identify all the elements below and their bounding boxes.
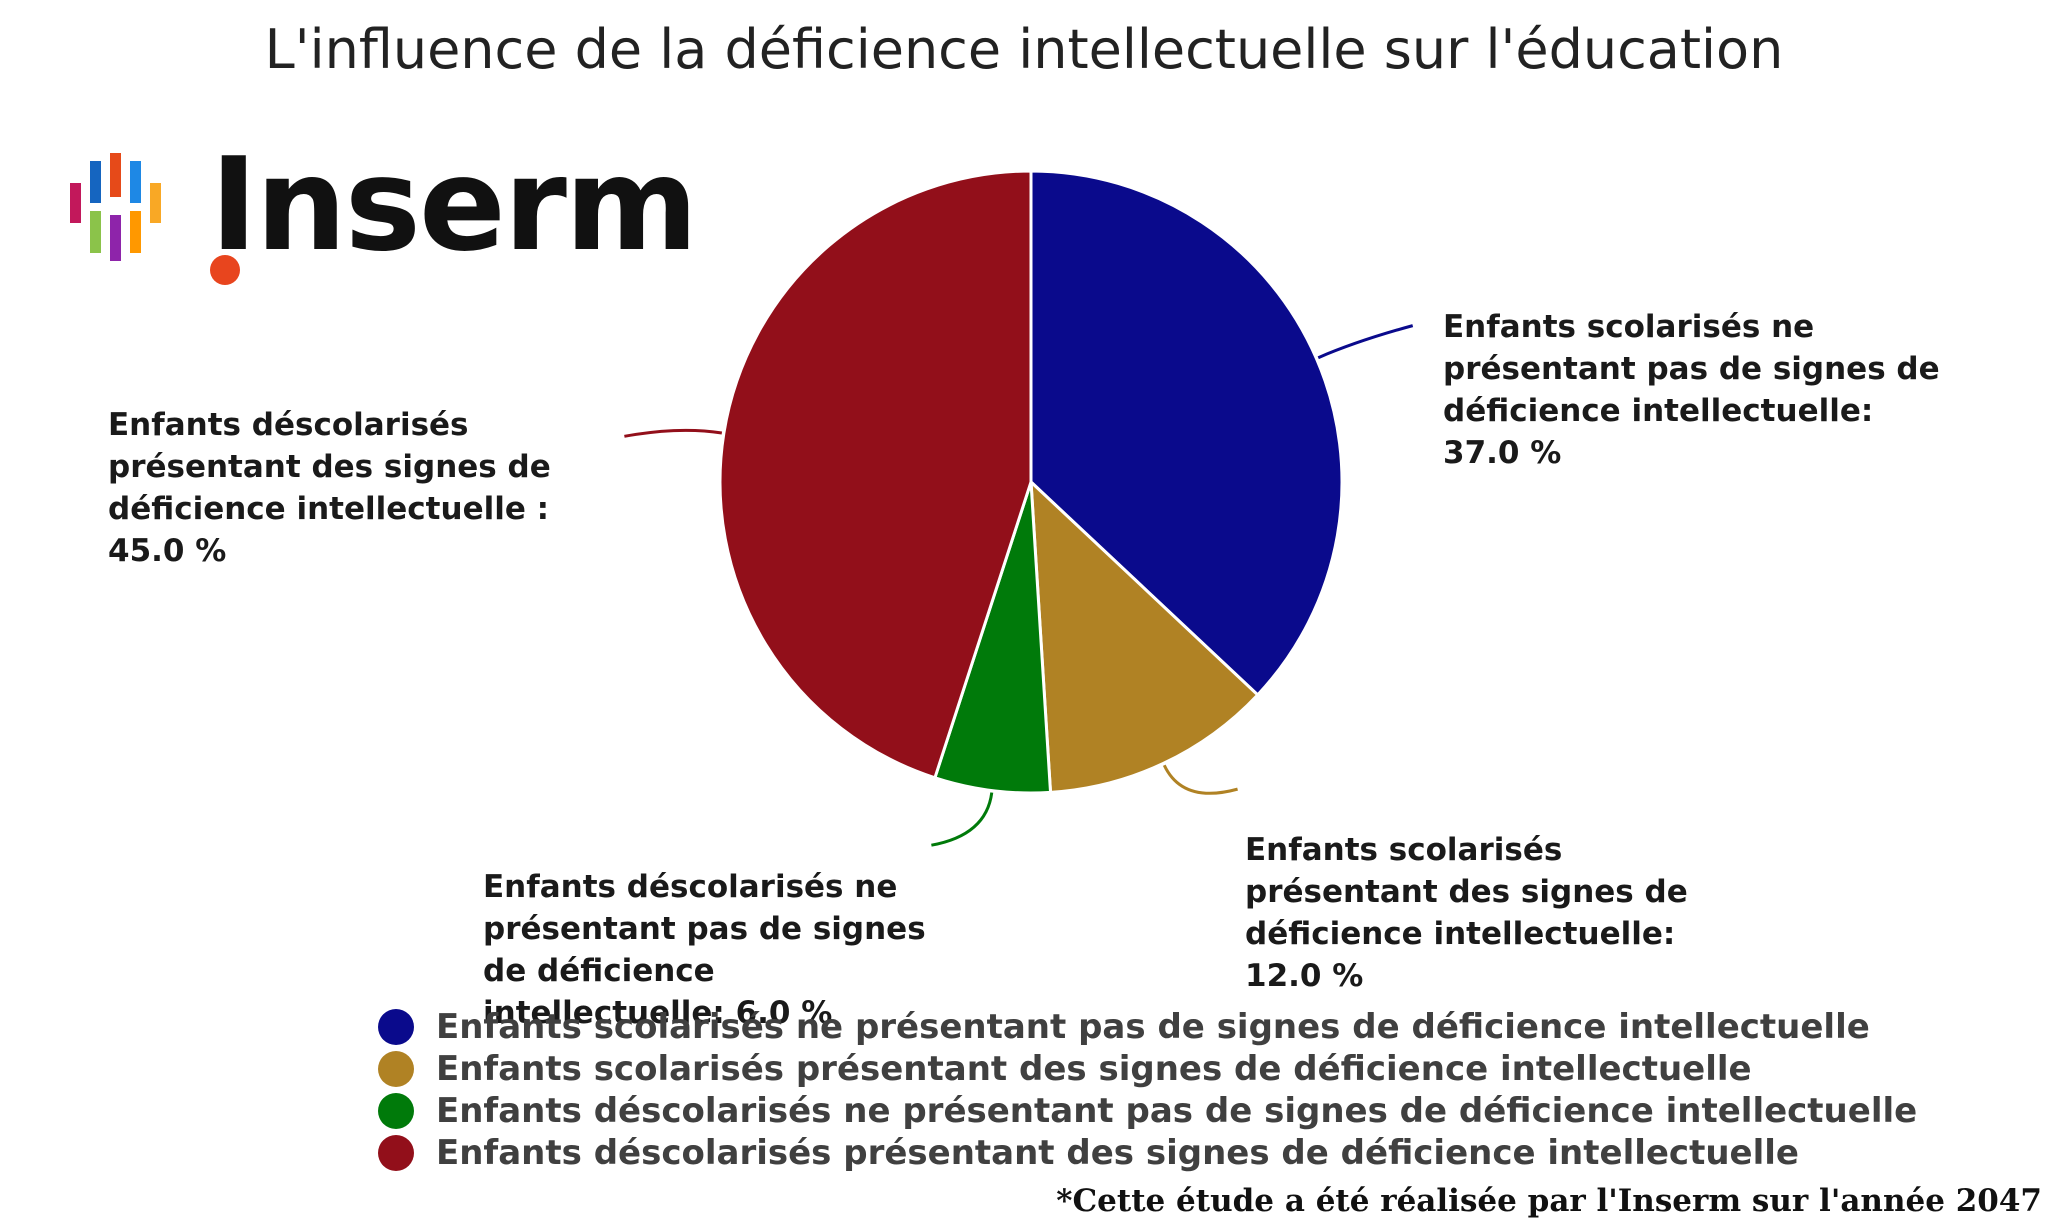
pie-slice [718, 169, 1033, 780]
inserm-logo: Inserm [70, 131, 698, 295]
pie-slice [1029, 169, 1344, 698]
legend-label: Enfants scolarisés présentant des signes… [436, 1049, 1752, 1089]
logo-bar [70, 183, 81, 223]
leader-line [1317, 324, 1414, 360]
logo-bar [150, 183, 161, 223]
legend-label: Enfants déscolarisés ne présentant pas d… [436, 1091, 1918, 1131]
pie-label-3: Enfants déscolarisés présentant des sign… [108, 407, 551, 569]
logo-bar [110, 215, 121, 261]
logo-bar [110, 153, 121, 197]
pie-label-0: Enfants scolarisés ne présentant pas de … [1443, 309, 1940, 471]
logo-text: Inserm [210, 131, 698, 280]
footnote: *Cette étude a été réalisée par l'Inserm… [1056, 1183, 2042, 1219]
legend-label: Enfants scolarisés ne présentant pas de … [436, 1007, 1870, 1047]
legend: Enfants scolarisés ne présentant pas de … [378, 1006, 1917, 1174]
legend-item: Enfants scolarisés présentant des signes… [378, 1048, 1917, 1090]
leader-line [1162, 764, 1238, 795]
legend-dot [378, 1093, 414, 1129]
legend-dot [378, 1135, 414, 1171]
pie-label-1: Enfants scolarisés présentant des signes… [1245, 832, 1688, 994]
logo-bar [130, 211, 141, 253]
pie-chart [624, 169, 1414, 847]
leader-line [931, 792, 994, 847]
leader-line [624, 428, 723, 438]
legend-dot [378, 1009, 414, 1045]
legend-item: Enfants déscolarisés présentant des sign… [378, 1132, 1917, 1174]
logo-dot [210, 255, 240, 285]
legend-item: Enfants déscolarisés ne présentant pas d… [378, 1090, 1917, 1132]
legend-item: Enfants scolarisés ne présentant pas de … [378, 1006, 1917, 1048]
chart-title: L'influence de la déficience intellectue… [264, 18, 1784, 81]
logo-bar [90, 211, 101, 253]
logo-bars-icon [70, 153, 161, 261]
logo-bar [90, 161, 101, 203]
legend-dot [378, 1051, 414, 1087]
pie-slice [1029, 478, 1260, 794]
logo-bar [130, 161, 141, 203]
legend-label: Enfants déscolarisés présentant des sign… [436, 1133, 1799, 1173]
pie-label-2: Enfants déscolarisés ne présentant pas d… [483, 869, 926, 1031]
